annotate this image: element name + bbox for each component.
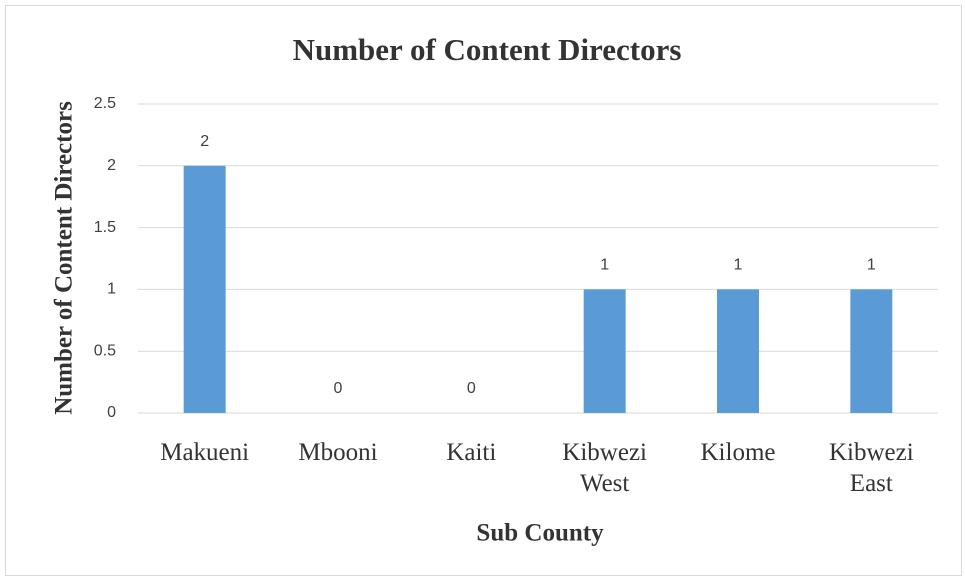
x-tick-label: Kibwezi East (828, 439, 914, 497)
x-tick-label: Mbooni (298, 439, 378, 466)
bar (183, 165, 226, 413)
y-tick-label: 1 (107, 281, 116, 298)
data-label: 2 (200, 133, 209, 150)
bar (850, 289, 893, 413)
x-axis-title: Sub County (476, 520, 604, 547)
data-label: 1 (600, 257, 609, 274)
data-label: 1 (867, 257, 876, 274)
y-tick-label: 2 (107, 157, 116, 174)
x-tick-label: Kilome (700, 439, 776, 466)
chart-title: Number of Content Directors (293, 32, 682, 67)
y-axis-title: Number of Content Directors (51, 101, 78, 415)
bar (717, 289, 759, 413)
y-tick-label: 0.5 (94, 342, 116, 359)
bar (583, 289, 626, 413)
x-tick-label: Kaiti (446, 439, 497, 466)
y-tick-label: 2.5 (94, 95, 116, 112)
y-tick-label: 1.5 (94, 219, 116, 236)
y-tick-label: 0 (107, 404, 116, 421)
data-label: 0 (467, 380, 476, 397)
x-tick-label: Makueni (160, 439, 250, 466)
x-tick-label: Kibwezi West (562, 439, 647, 497)
data-label: 0 (334, 380, 343, 397)
data-label: 1 (734, 257, 743, 274)
chart-border (5, 5, 962, 576)
